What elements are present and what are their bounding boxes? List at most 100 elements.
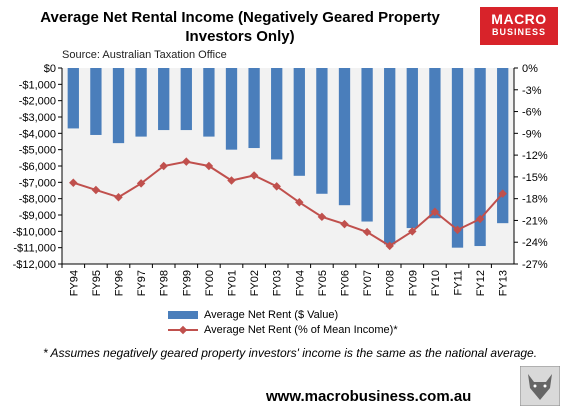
- line-series-pct: [72, 160, 504, 248]
- x-tick-label-FY09: FY09: [407, 270, 419, 296]
- x-tick-label-FY94: FY94: [68, 270, 80, 296]
- bar-FY09: [406, 68, 418, 229]
- marker-FY96: [114, 192, 123, 202]
- x-tick-label-FY01: FY01: [227, 270, 239, 296]
- marker-FY06: [340, 219, 349, 229]
- bar-FY07: [361, 68, 373, 222]
- bar-FY10: [429, 68, 441, 219]
- marker-FY02: [249, 171, 259, 180]
- x-tick-label-FY97: FY97: [136, 270, 148, 296]
- marker-FY99: [182, 157, 191, 166]
- y-right-tick-label: -27%: [522, 259, 548, 271]
- y-right-tick-label: -6%: [522, 107, 542, 119]
- logo-line2: BUSINESS: [491, 27, 546, 37]
- y-left-tick-label: -$4,000: [19, 128, 56, 140]
- y-left-tick-label: -$3,000: [19, 112, 56, 124]
- bar-FY06: [338, 68, 351, 206]
- x-tick-label-FY12: FY12: [475, 270, 487, 296]
- marker-FY97: [136, 179, 146, 188]
- y-left-tick-label: -$7,000: [19, 177, 56, 189]
- bar-FY99: [180, 68, 192, 131]
- y-left-tick-label: -$10,000: [13, 226, 56, 238]
- y-right-tick-label: -3%: [522, 85, 542, 97]
- x-tick-label-FY06: FY06: [340, 270, 352, 296]
- marker-FY09: [408, 227, 417, 236]
- marker-FY94: [69, 178, 78, 187]
- wolf-logo-icon: [520, 366, 560, 406]
- y-left-tick-label: -$6,000: [19, 161, 56, 173]
- y-right-tick-label: -21%: [522, 215, 548, 227]
- marker-FY04: [295, 198, 304, 207]
- bar-FY94: [67, 68, 79, 129]
- bar-FY08: [384, 68, 396, 245]
- bar-FY02: [248, 68, 260, 149]
- bar-FY03: [271, 68, 283, 160]
- x-tick-label-FY10: FY10: [430, 270, 442, 296]
- marker-FY13: [498, 189, 507, 198]
- footnote: * Assumes negatively geared property inv…: [42, 346, 538, 360]
- y-left-tick-label: -$2,000: [19, 96, 56, 108]
- chart-source: Source: Australian Taxation Office: [62, 49, 227, 61]
- bar-FY12: [474, 68, 486, 247]
- marker-FY07: [362, 227, 372, 237]
- marker-FY03: [272, 182, 281, 191]
- bar-FY96: [112, 68, 125, 144]
- y-left-tick-label: -$5,000: [19, 145, 56, 157]
- legend: Average Net Rent ($ Value) Average Net R…: [168, 307, 398, 337]
- y-left-tick-label: -$12,000: [13, 259, 56, 271]
- website-url: www.macrobusiness.com.au: [266, 388, 472, 405]
- plot-area: [62, 68, 514, 264]
- bar-FY11: [451, 68, 464, 248]
- logo-line1: MACRO: [491, 11, 547, 27]
- x-tick-label-FY13: FY13: [498, 270, 510, 296]
- y-right-tick-label: -24%: [522, 237, 548, 249]
- marker-FY10: [430, 207, 440, 216]
- bar-FY97: [135, 68, 147, 137]
- legend-bar-swatch: [168, 310, 198, 319]
- x-tick-label-FY99: FY99: [181, 270, 193, 296]
- x-tick-label-FY95: FY95: [91, 270, 103, 296]
- marker-FY08: [385, 241, 394, 251]
- bar-FY04: [293, 68, 305, 176]
- y-right-tick-label: 0%: [522, 63, 538, 75]
- marker-FY05: [317, 212, 327, 222]
- y-right-tick-label: -12%: [522, 150, 548, 162]
- y-right-tick-label: -18%: [522, 194, 548, 206]
- bar-FY05: [316, 68, 328, 194]
- x-tick-label-FY05: FY05: [317, 270, 329, 296]
- marker-FY00: [204, 161, 214, 171]
- legend-bar-label: Average Net Rent ($ Value): [204, 308, 339, 321]
- marker-FY11: [453, 225, 462, 235]
- x-tick-label-FY03: FY03: [272, 270, 284, 296]
- y-left-tick-label: -$1,000: [19, 79, 56, 91]
- legend-line-swatch: [168, 325, 198, 335]
- x-tick-label-FY98: FY98: [159, 270, 171, 296]
- y-left-tick-label: -$9,000: [19, 210, 56, 222]
- y-left-tick-label: -$8,000: [19, 194, 56, 206]
- x-tick-label-FY07: FY07: [362, 270, 374, 296]
- x-tick-label-FY00: FY00: [204, 270, 216, 296]
- macrobusiness-logo: MACRO BUSINESS: [480, 7, 558, 45]
- x-tick-label-FY96: FY96: [114, 270, 126, 296]
- y-right-tick-label: -15%: [522, 172, 548, 184]
- x-tick-label-FY08: FY08: [385, 270, 397, 296]
- legend-line-label: Average Net Rent (% of Mean Income)*: [204, 323, 398, 336]
- x-tick-label-FY11: FY11: [453, 270, 465, 295]
- legend-item-bar: Average Net Rent ($ Value): [168, 307, 398, 322]
- bar-FY01: [225, 68, 238, 150]
- x-tick-label-FY04: FY04: [294, 270, 306, 296]
- marker-FY01: [227, 176, 236, 185]
- y-left-tick-label: -$11,000: [13, 243, 56, 255]
- marker-FY95: [91, 185, 101, 195]
- marker-FY98: [159, 161, 168, 171]
- x-tick-label-FY02: FY02: [249, 270, 261, 296]
- chart-title: Average Net Rental Income (Negatively Ge…: [40, 9, 440, 45]
- legend-item-line: Average Net Rent (% of Mean Income)*: [168, 322, 398, 337]
- marker-FY12: [475, 214, 485, 224]
- bar-FY13: [497, 68, 509, 224]
- bar-FY00: [203, 68, 215, 137]
- bar-FY95: [90, 68, 102, 135]
- bar-FY98: [158, 68, 170, 131]
- y-right-tick-label: -9%: [522, 128, 542, 140]
